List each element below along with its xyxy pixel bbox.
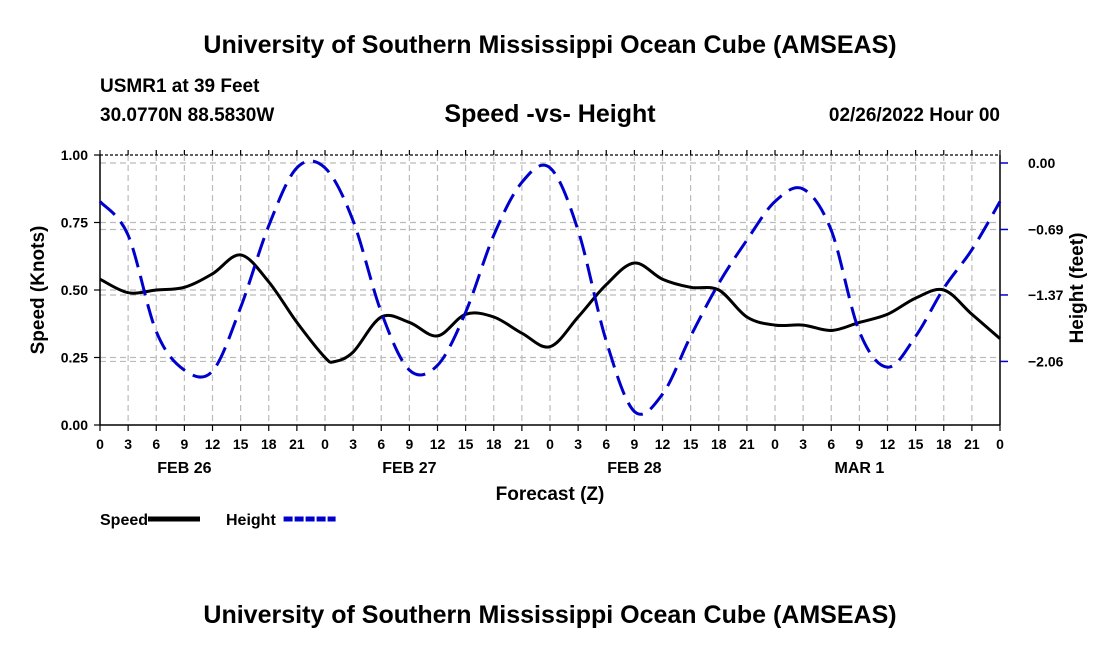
y-tick-label: 1.00 [61, 147, 88, 163]
x-tick-label: 9 [630, 436, 638, 452]
y-tick-label: 0.25 [61, 350, 88, 366]
x-tick-label: 21 [739, 436, 755, 452]
x-tick-label: 15 [458, 436, 474, 452]
x-tick-label: 6 [602, 436, 610, 452]
x-tick-label: 6 [377, 436, 385, 452]
x-tick-label: 3 [574, 436, 582, 452]
x-axis-title: Forecast (Z) [496, 484, 605, 505]
x-tick-label: 18 [711, 436, 727, 452]
x-tick-label: 3 [124, 436, 132, 452]
x-tick-label: 0 [546, 436, 554, 452]
x-tick-label: 21 [514, 436, 530, 452]
series-line-speed [99, 253, 1001, 364]
y2-tick-label: −0.69 [1028, 221, 1064, 237]
x-tick-label: 0 [771, 436, 779, 452]
x-date-label: FEB 27 [382, 460, 436, 477]
y-tick-label: 0.00 [61, 417, 88, 433]
x-tick-label: 0 [321, 436, 329, 452]
y2-tick-label: −2.06 [1028, 353, 1064, 369]
x-tick-label: 15 [233, 436, 249, 452]
x-tick-label: 15 [908, 436, 924, 452]
x-tick-label: 0 [96, 436, 104, 452]
x-tick-label: 12 [205, 436, 221, 452]
x-tick-label: 21 [289, 436, 305, 452]
x-tick-label: 6 [152, 436, 160, 452]
station-label: USMR1 at 39 Feet [100, 76, 260, 97]
chart-subtitle: Speed -vs- Height [444, 100, 656, 128]
y2-tick-label: 0.00 [1028, 155, 1055, 171]
series-line-height [98, 159, 1002, 416]
x-tick-label: 18 [936, 436, 952, 452]
x-tick-label: 3 [349, 436, 357, 452]
y-axis-title: Speed (Knots) [28, 226, 49, 355]
x-tick-label: 21 [964, 436, 980, 452]
x-tick-label: 6 [827, 436, 835, 452]
x-tick-label: 3 [799, 436, 807, 452]
legend-label-height: Height [226, 512, 276, 529]
y-tick-label: 0.50 [61, 282, 88, 298]
x-tick-label: 12 [430, 436, 446, 452]
x-tick-label: 15 [683, 436, 699, 452]
x-tick-label: 12 [880, 436, 896, 452]
y-tick-label: 0.75 [61, 215, 88, 231]
legend-label-speed: Speed [100, 512, 148, 529]
x-tick-label: 9 [180, 436, 188, 452]
footer-title: University of Southern Mississippi Ocean… [203, 601, 897, 629]
y2-tick-label: −1.37 [1028, 287, 1064, 303]
x-date-label: MAR 1 [834, 460, 884, 477]
x-tick-label: 9 [855, 436, 863, 452]
x-tick-label: 9 [405, 436, 413, 452]
x-tick-label: 18 [261, 436, 277, 452]
datetime-label: 02/26/2022 Hour 00 [828, 105, 1000, 126]
x-date-label: FEB 28 [607, 460, 661, 477]
x-tick-label: 12 [655, 436, 671, 452]
chart-title: University of Southern Mississippi Ocean… [203, 31, 897, 59]
x-tick-label: 0 [996, 436, 1004, 452]
location-label: 30.0770N 88.5830W [100, 105, 275, 126]
x-date-label: FEB 26 [157, 460, 211, 477]
x-tick-label: 18 [486, 436, 502, 452]
y2-axis-title: Height (feet) [1067, 233, 1088, 344]
